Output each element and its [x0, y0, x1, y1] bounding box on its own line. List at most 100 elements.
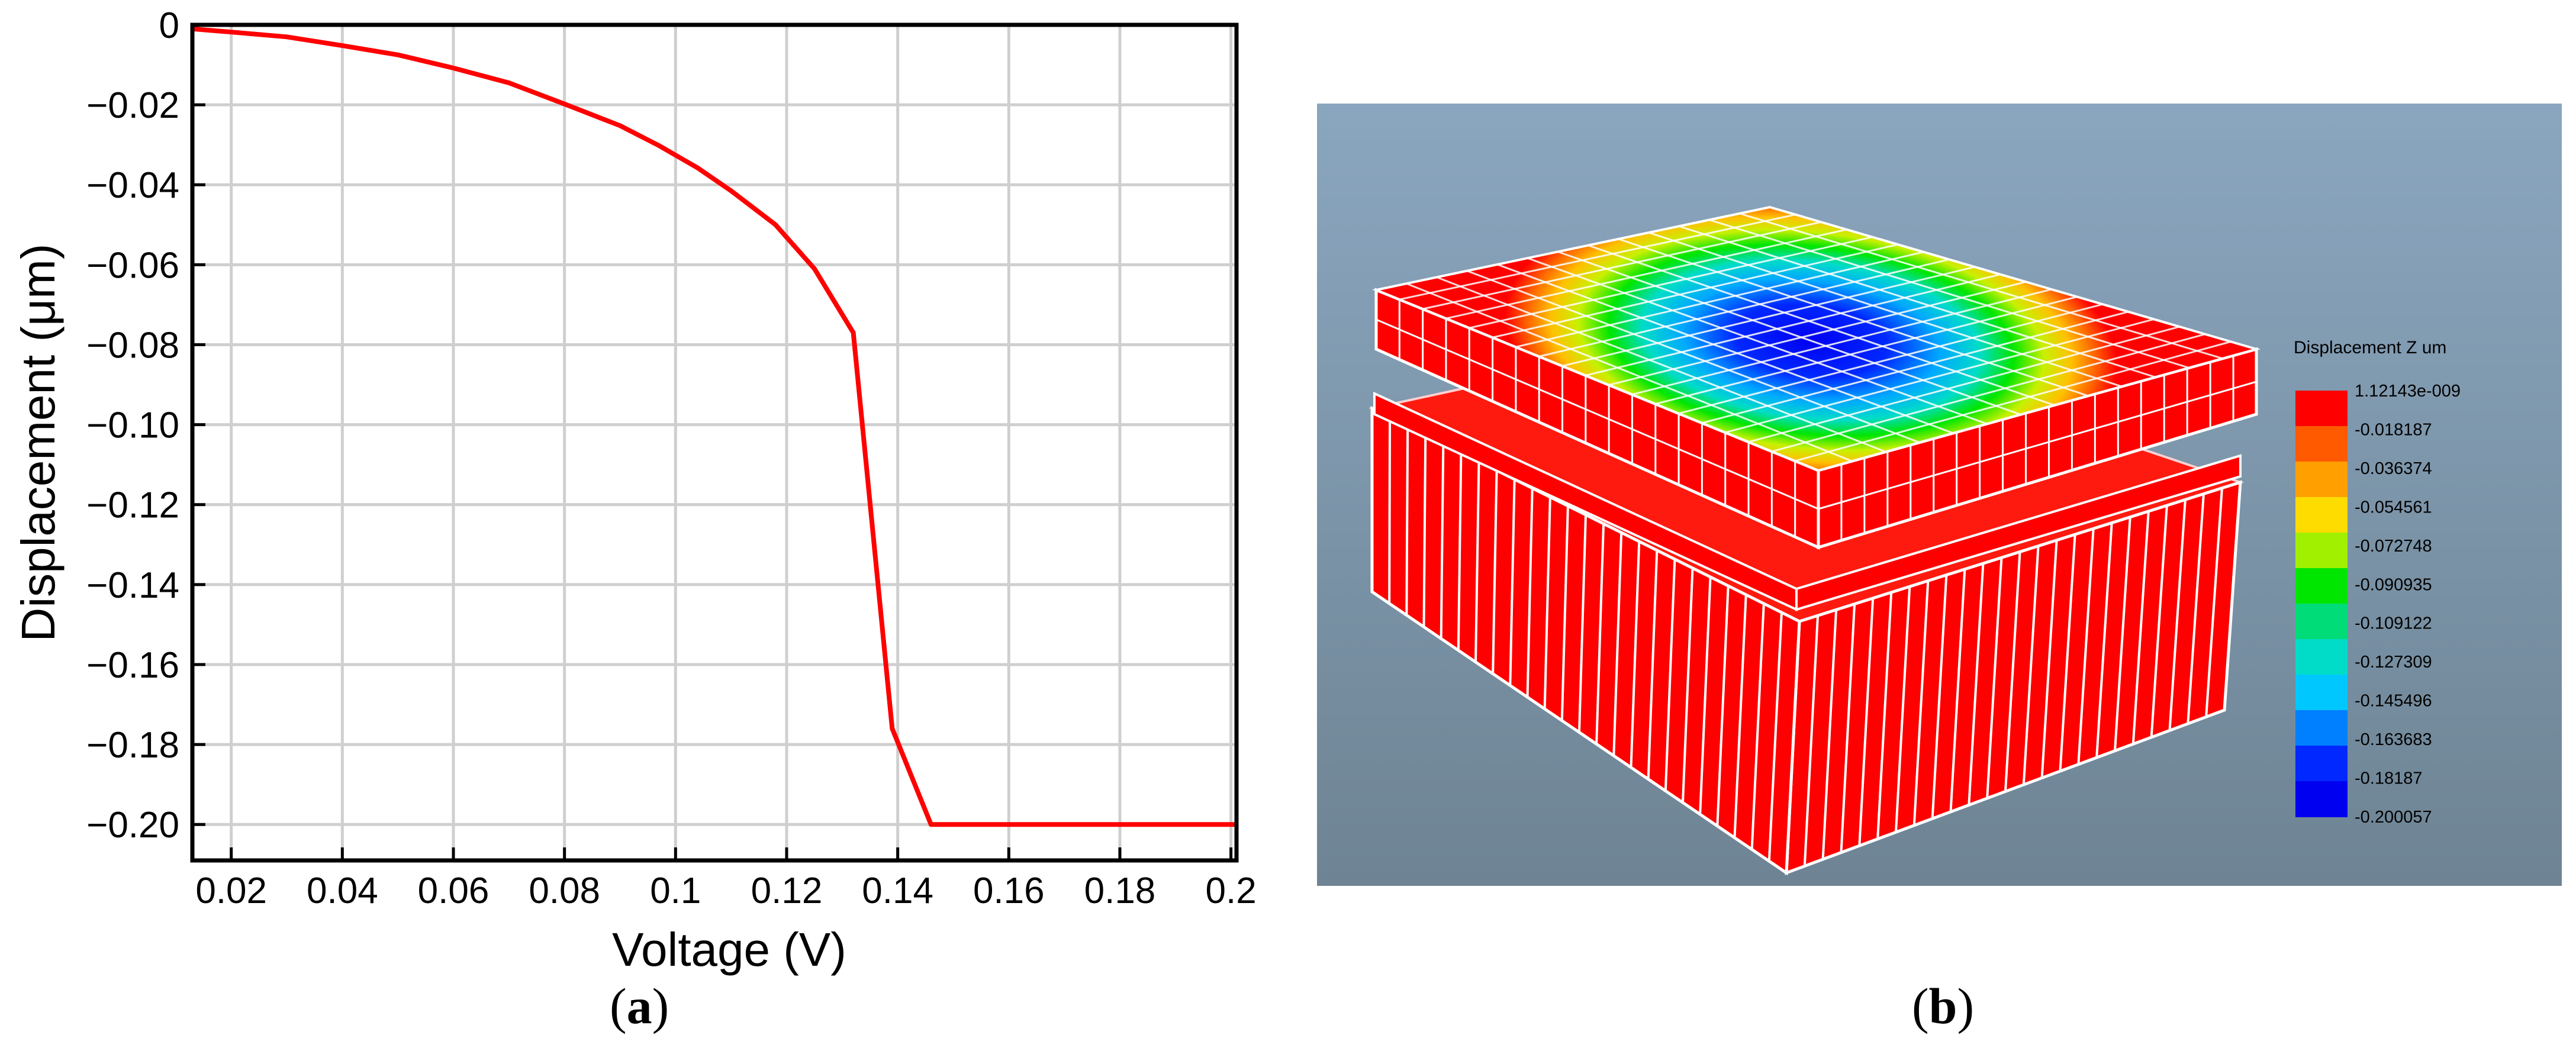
- colorbar-swatch: [2295, 746, 2348, 782]
- mesh-line: [2022, 546, 2040, 785]
- mesh-line: [1538, 258, 1950, 357]
- plot-area: [192, 25, 1237, 860]
- mesh-line: [2187, 494, 2205, 724]
- spacer-layer: [1373, 391, 2242, 612]
- y-tick-label: −0.08: [86, 325, 179, 366]
- colorbar-label: -0.145496: [2355, 692, 2432, 711]
- mesh-line: [1818, 381, 2257, 510]
- mesh-line: [1733, 594, 1747, 838]
- series-line: [192, 26, 1237, 827]
- mesh-line: [1750, 603, 1765, 850]
- y-tick-label: −0.16: [86, 645, 179, 686]
- mesh-line: [1771, 333, 2205, 453]
- mesh-line: [1436, 276, 1886, 453]
- colorbar-label: -0.109122: [2355, 614, 2432, 633]
- colorbar-label: 1.12143e-009: [2355, 382, 2461, 401]
- mesh-line: [1585, 273, 2001, 376]
- colorbar-labels: 1.12143e-009 -0.018187 -0.036374 -0.054561 -…: [2355, 382, 2461, 827]
- x-tick-label: 0.2: [1206, 870, 1257, 911]
- mesh-line: [1588, 244, 2055, 407]
- mesh-line: [1608, 280, 2026, 386]
- mesh-line: [1406, 282, 1853, 462]
- spacer-right: [1795, 454, 2242, 611]
- mesh-line: [2114, 517, 2131, 751]
- mesh-line: [2131, 511, 2150, 744]
- top-plate: [1372, 205, 2261, 550]
- colorbar-swatch: [2295, 710, 2348, 746]
- mesh-line: [2077, 528, 2095, 765]
- mesh-line: [1457, 452, 1463, 650]
- mesh-line: [1405, 425, 1409, 615]
- mesh-line: [1526, 488, 1534, 698]
- mesh-line: [1949, 569, 1966, 812]
- mesh-line: [1748, 325, 2180, 443]
- mesh-line: [1795, 340, 2232, 462]
- mesh-line: [1716, 585, 1730, 826]
- mesh-line: [1931, 575, 1948, 819]
- colorbar-swatch: [2295, 604, 2348, 640]
- mesh-line: [1422, 221, 1821, 310]
- mesh-line: [1509, 479, 1516, 686]
- colorbar-label: -0.163683: [2355, 730, 2432, 749]
- mesh-line: [2040, 540, 2058, 778]
- mesh-line: [1648, 231, 2122, 388]
- colorbar-swatch: [2295, 781, 2348, 817]
- mesh-line: [1492, 243, 1898, 338]
- colorbar-swatch: [2295, 391, 2348, 427]
- panel-label-a: (a): [610, 978, 669, 1034]
- x-tick-label: 0.14: [862, 870, 933, 911]
- x-tick-label: 0.08: [529, 870, 600, 911]
- mesh-line: [1562, 266, 1975, 367]
- colorbar-swatch: [2295, 426, 2348, 462]
- colorbar-swatches: [2295, 391, 2348, 817]
- mesh-line: [1578, 514, 1587, 733]
- mesh-line: [1803, 615, 1820, 866]
- colorbar-label: -0.036374: [2355, 459, 2432, 478]
- y-tick-label: −0.18: [86, 725, 179, 766]
- mesh-line: [2095, 523, 2113, 758]
- colorbar-label: -0.072748: [2355, 537, 2432, 556]
- mesh-line: [1702, 311, 2129, 424]
- colorbar-swatch: [2295, 533, 2348, 569]
- y-tick-label: −0.14: [86, 565, 179, 606]
- x-tick-label: 0.02: [195, 870, 267, 911]
- mesh-line: [1560, 505, 1569, 721]
- y-tick-label: −0.10: [86, 405, 179, 446]
- mesh-line: [1699, 576, 1712, 815]
- colorbar-swatch: [2295, 639, 2348, 675]
- plot-frame: [190, 22, 1239, 863]
- mesh-line: [1469, 236, 1873, 329]
- mesh-line: [2059, 534, 2076, 772]
- x-tick-label: 0.04: [307, 870, 378, 911]
- colorbar-label: -0.200057: [2355, 808, 2432, 827]
- mesh-line: [1492, 470, 1498, 674]
- x-axis-label: Voltage (V): [612, 923, 846, 976]
- mesh-line: [1595, 523, 1605, 744]
- series: [192, 26, 1237, 827]
- mesh-line: [1612, 532, 1623, 756]
- mesh-line: [1968, 563, 1985, 805]
- panel-label-b: (b): [1912, 978, 1975, 1034]
- mesh-line: [1655, 296, 2078, 405]
- mesh-line: [2150, 505, 2168, 737]
- colorbar-label: -0.054561: [2355, 498, 2432, 517]
- mesh-line: [1682, 568, 1694, 803]
- mesh-line: [1647, 550, 1659, 779]
- x-tick-label: 0.1: [650, 870, 701, 911]
- mesh-line: [1445, 228, 1847, 320]
- y-tick-label: −0.12: [86, 485, 179, 526]
- mesh-line: [1767, 612, 1783, 862]
- mesh-line: [1440, 443, 1445, 639]
- x-tick-label: 0.12: [751, 870, 823, 911]
- mesh-line: [1497, 263, 1954, 434]
- mesh-line: [1474, 461, 1480, 662]
- panel-label-b-letter: b: [1928, 978, 1957, 1034]
- x-tick-label: 0.18: [1084, 870, 1156, 911]
- mesh-line: [1422, 434, 1427, 627]
- mesh-line: [1679, 225, 2156, 378]
- mesh-line: [1709, 219, 2189, 369]
- mesh-line: [2205, 488, 2223, 717]
- colorbar-label: -0.18187: [2355, 769, 2423, 788]
- mesh-line: [1895, 586, 1911, 833]
